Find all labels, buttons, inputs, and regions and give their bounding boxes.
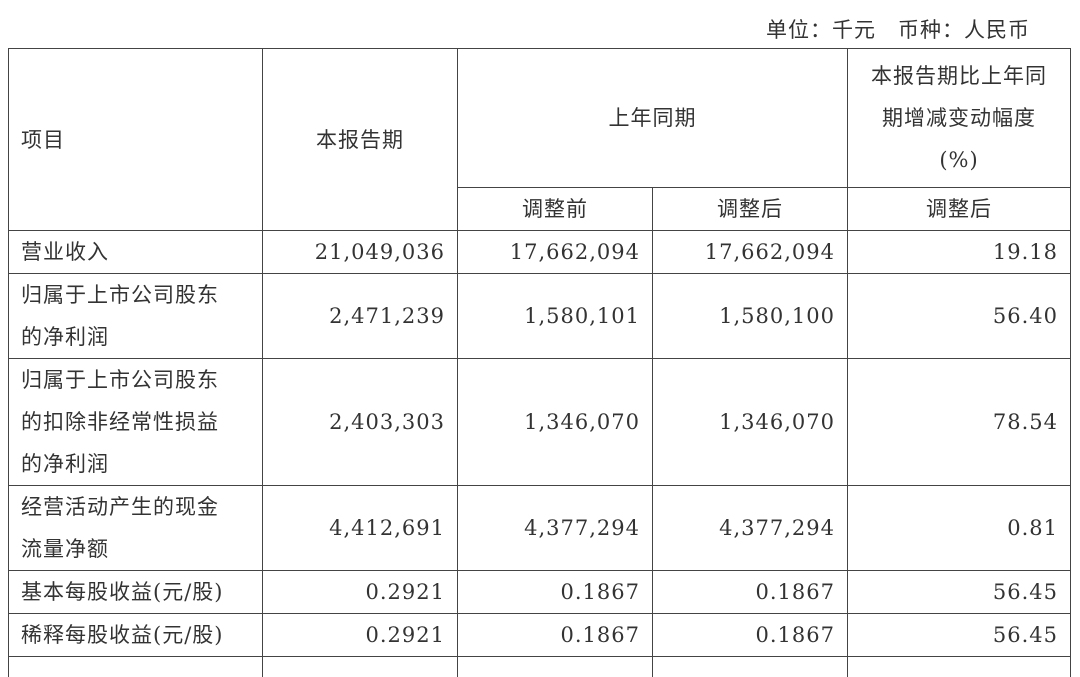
header-current-period: 本报告期 xyxy=(263,49,458,231)
change-pct-value: 56.45 xyxy=(848,614,1071,657)
change-pct-value: 0.81 xyxy=(848,486,1071,571)
row-label: 稀释每股收益(元/股) xyxy=(9,614,263,657)
header-change-pct: 本报告期比上年同 期增减变动幅度 (%) xyxy=(848,49,1071,188)
current-value: 21,049,036 xyxy=(263,231,458,274)
empty-cell xyxy=(458,657,653,677)
before-adjustment-value: 17,662,094 xyxy=(458,231,653,274)
row-label: 经营活动产生的现金 流量净额 xyxy=(9,486,263,571)
after-adjustment-value: 4,377,294 xyxy=(653,486,848,571)
header-row-1: 项目 本报告期 上年同期 本报告期比上年同 期增减变动幅度 (%) xyxy=(9,49,1071,188)
before-adjustment-value: 1,346,070 xyxy=(458,359,653,486)
change-pct-value: 56.45 xyxy=(848,571,1071,614)
empty-cell xyxy=(263,657,458,677)
unit-currency-note: 单位：千元 币种：人民币 xyxy=(766,14,1030,44)
before-adjustment-value: 0.1867 xyxy=(458,614,653,657)
change-pct-value: 56.40 xyxy=(848,274,1071,359)
before-adjustment-value: 1,580,101 xyxy=(458,274,653,359)
after-adjustment-value: 0.1867 xyxy=(653,571,848,614)
row-label: 基本每股收益(元/股) xyxy=(9,571,263,614)
before-adjustment-value: 4,377,294 xyxy=(458,486,653,571)
row-label: 归属于上市公司股东 的净利润 xyxy=(9,274,263,359)
current-value: 2,403,303 xyxy=(263,359,458,486)
empty-cell xyxy=(653,657,848,677)
current-value: 4,412,691 xyxy=(263,486,458,571)
after-adjustment-value: 17,662,094 xyxy=(653,231,848,274)
change-pct-value: 19.18 xyxy=(848,231,1071,274)
current-value: 0.2921 xyxy=(263,571,458,614)
after-adjustment-value: 0.1867 xyxy=(653,614,848,657)
empty-cell xyxy=(9,657,263,677)
header-before-adjustment: 调整前 xyxy=(458,188,653,231)
current-value: 2,471,239 xyxy=(263,274,458,359)
header-item: 项目 xyxy=(9,49,263,231)
header-after-adjustment: 调整后 xyxy=(653,188,848,231)
empty-cell xyxy=(848,657,1071,677)
before-adjustment-value: 0.1867 xyxy=(458,571,653,614)
after-adjustment-value: 1,346,070 xyxy=(653,359,848,486)
current-value: 0.2921 xyxy=(263,614,458,657)
after-adjustment-value: 1,580,100 xyxy=(653,274,848,359)
row-label: 归属于上市公司股东 的扣除非经常性损益 的净利润 xyxy=(9,359,263,486)
financial-summary-table: 项目 本报告期 上年同期 本报告期比上年同 期增减变动幅度 (%) 调整前 调整… xyxy=(8,48,1071,677)
change-pct-value: 78.54 xyxy=(848,359,1071,486)
table-row-cutoff xyxy=(9,657,1071,677)
header-prior-period: 上年同期 xyxy=(458,49,848,188)
row-label: 营业收入 xyxy=(9,231,263,274)
header-change-after-adjustment: 调整后 xyxy=(848,188,1071,231)
